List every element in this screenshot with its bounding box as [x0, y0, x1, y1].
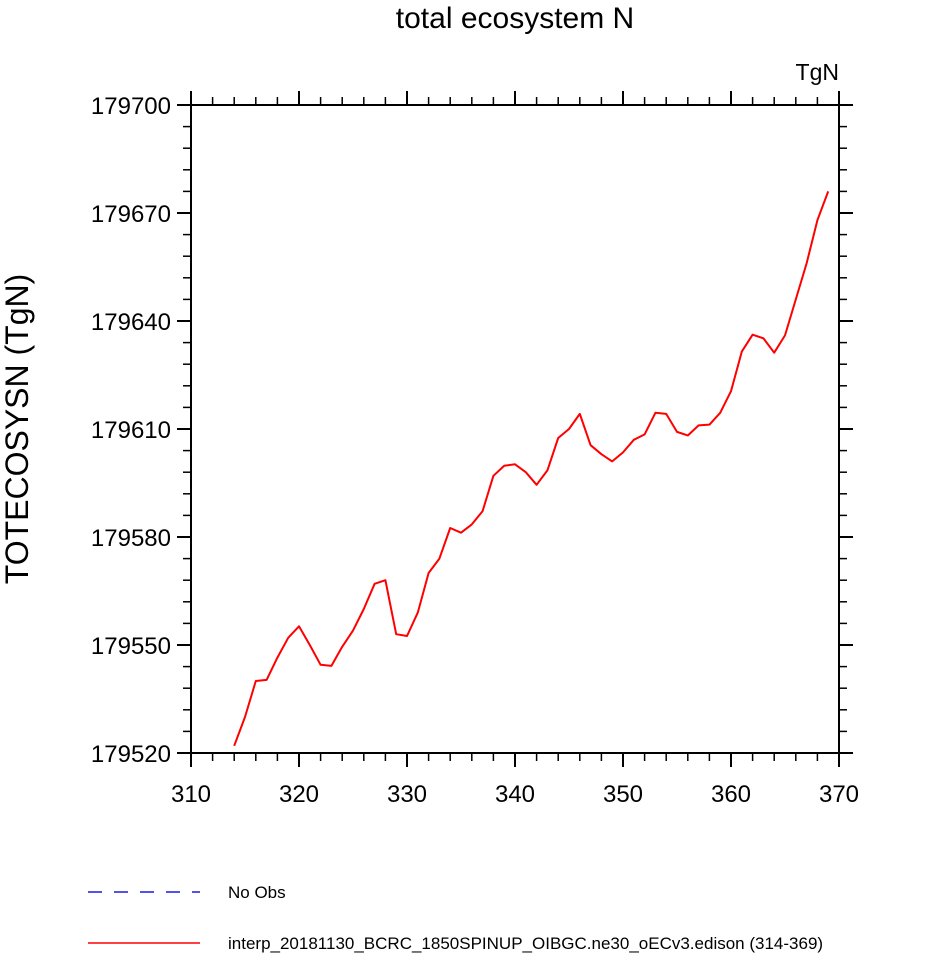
x-tick-label: 350	[603, 781, 643, 808]
x-tick-label: 310	[171, 781, 211, 808]
plot-frame	[190, 104, 840, 754]
legend: No Obs interp_20181130_BCRC_1850SPINUP_OI…	[88, 883, 823, 953]
y-tick-label: 179580	[91, 525, 171, 552]
x-tick-label: 340	[495, 781, 535, 808]
y-axis-label: TOTECOSYSN (TgN)	[0, 274, 35, 585]
y-tick-label: 179550	[91, 633, 171, 660]
legend-label-0: No Obs	[228, 883, 286, 902]
y-tick-label: 179640	[91, 309, 171, 336]
legend-label-1: interp_20181130_BCRC_1850SPINUP_OIBGC.ne…	[228, 934, 823, 953]
axis-ticks: 310 320 330 340 350 360 370 179520 179550 179580 1…	[91, 91, 859, 808]
y-tick-label: 179520	[91, 741, 171, 768]
x-tick-label: 320	[279, 781, 319, 808]
series-layer	[233, 191, 830, 747]
y-tick-label: 179670	[91, 201, 171, 228]
x-tick-label: 360	[711, 781, 751, 808]
y-tick-label: 179700	[91, 93, 171, 120]
units-label: TgN	[796, 59, 839, 85]
series-line-1	[233, 191, 830, 747]
x-tick-label: 370	[819, 781, 859, 808]
chart-title: total ecosystem N	[396, 2, 634, 35]
x-tick-label: 330	[387, 781, 427, 808]
y-tick-label: 179610	[91, 417, 171, 444]
